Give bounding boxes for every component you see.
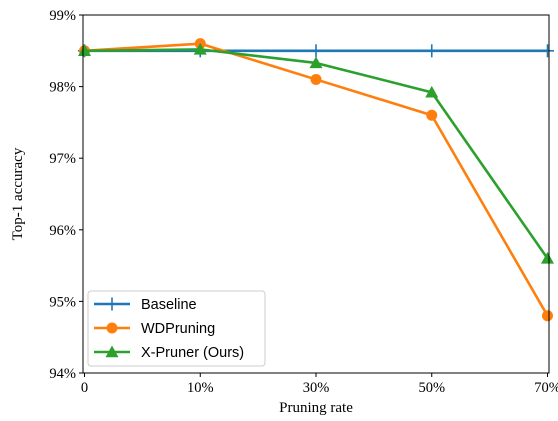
y-tick-label: 95% bbox=[49, 294, 76, 310]
legend-label: X-Pruner (Ours) bbox=[141, 345, 244, 361]
legend-marker bbox=[106, 322, 118, 334]
data-point bbox=[310, 73, 322, 85]
y-tick-label: 97% bbox=[49, 151, 76, 167]
y-tick-label: 98% bbox=[49, 80, 76, 96]
legend-marker bbox=[105, 297, 119, 311]
legend: Baseline WDPruning X-Pruner (Ours) bbox=[87, 290, 266, 367]
x-axis-title: Pruning rate bbox=[279, 400, 353, 416]
x-axis: 0 10% 30% 50% 70% bbox=[81, 373, 558, 396]
data-point bbox=[425, 85, 439, 98]
legend-item: Baseline bbox=[94, 297, 197, 313]
data-point bbox=[542, 310, 553, 322]
plot-area bbox=[78, 38, 554, 322]
legend-item: X-Pruner (Ours) bbox=[94, 345, 244, 361]
y-tick-label: 96% bbox=[49, 223, 76, 239]
y-tick-label: 99% bbox=[49, 8, 76, 24]
y-axis: 94% 95% 96% 97% 98% 99% bbox=[49, 8, 83, 382]
x-tick-label: 30% bbox=[303, 380, 330, 396]
data-point bbox=[309, 56, 323, 69]
data-point bbox=[309, 44, 323, 58]
series-wdpruning bbox=[79, 38, 553, 322]
data-point bbox=[426, 109, 438, 121]
legend-item: WDPruning bbox=[94, 321, 215, 337]
y-axis-title: Top-1 accuracy bbox=[10, 147, 26, 240]
data-point bbox=[78, 44, 91, 56]
data-point bbox=[541, 251, 554, 264]
x-tick-label: 70% bbox=[534, 380, 558, 396]
data-point bbox=[193, 42, 207, 55]
legend-marker bbox=[105, 345, 119, 358]
series-x-pruner-ours bbox=[78, 42, 554, 264]
legend-label: Baseline bbox=[141, 297, 197, 313]
y-tick-label: 94% bbox=[49, 366, 76, 382]
x-tick-label: 0 bbox=[81, 380, 88, 396]
x-tick-label: 50% bbox=[418, 380, 445, 396]
data-point bbox=[541, 44, 554, 58]
legend-label: WDPruning bbox=[141, 321, 215, 337]
data-point bbox=[425, 44, 439, 58]
legend-box bbox=[87, 290, 266, 367]
x-tick-label: 10% bbox=[187, 380, 214, 396]
